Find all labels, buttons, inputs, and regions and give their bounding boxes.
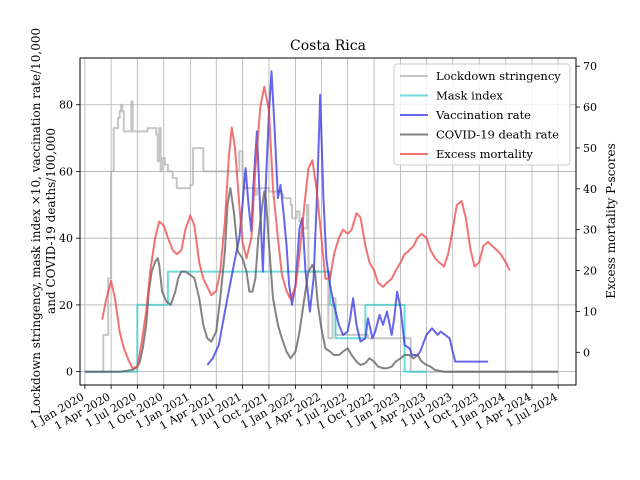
series-line-mask-index [84, 270, 427, 373]
y-right-tick-label: 70 [583, 60, 597, 73]
series-layer [84, 70, 559, 373]
series-line-covid-19-death-rate [84, 187, 559, 373]
legend-label-mask-index: Mask index [436, 89, 503, 103]
y-right-tick-label: 60 [583, 101, 597, 114]
y-left-tick-label: 80 [59, 99, 73, 112]
series-line-vaccination-rate [206, 70, 489, 366]
legend-label-excess-mortality: Excess mortality [436, 147, 533, 161]
y-left-tick-label: 20 [59, 299, 73, 312]
legend-box [393, 63, 571, 166]
legend-label-covid-19-death-rate: COVID-19 death rate [436, 128, 559, 142]
y-right-tick-label: 20 [583, 265, 597, 278]
y-left-tick-label: 0 [66, 366, 73, 379]
series-line-lockdown-stringency [84, 100, 559, 373]
y-right-tick-label: 10 [583, 305, 597, 318]
y-right-tick-label: 50 [583, 142, 597, 155]
y-axis-right-label: Excess mortality P-scores [604, 143, 618, 298]
legend: Lockdown stringency Mask index Vaccination… [393, 63, 571, 166]
series-line-excess-mortality [101, 85, 511, 370]
y-left-tick-label: 40 [59, 232, 73, 245]
chart-title: Costa Rica [290, 38, 366, 54]
y-left-tick-label: 60 [59, 165, 73, 178]
y-axis-left-label-line2: and COVID-19 deaths/100,000 [44, 128, 58, 314]
legend-label-lockdown-stringency: Lockdown stringency [436, 69, 561, 83]
y-right-tick-label: 40 [583, 183, 597, 196]
y-axis-left-label-line1: Lockdown stringency, mask index ×10, vac… [29, 28, 43, 414]
plot-frame [79, 57, 577, 386]
y-right-tick-label: 30 [583, 224, 597, 237]
y-right-tick-label: 0 [583, 346, 590, 359]
y-axis-left-ticks: 0 20 40 60 80 [59, 99, 80, 379]
legend-label-vaccination-rate: Vaccination rate [435, 108, 531, 122]
y-axis-right-ticks: 0 10 20 30 40 50 60 70 [576, 60, 597, 359]
